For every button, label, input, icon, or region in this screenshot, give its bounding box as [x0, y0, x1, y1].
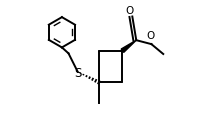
- Text: O: O: [125, 6, 133, 16]
- Text: O: O: [147, 31, 155, 41]
- Polygon shape: [121, 40, 136, 52]
- Text: S: S: [75, 67, 82, 80]
